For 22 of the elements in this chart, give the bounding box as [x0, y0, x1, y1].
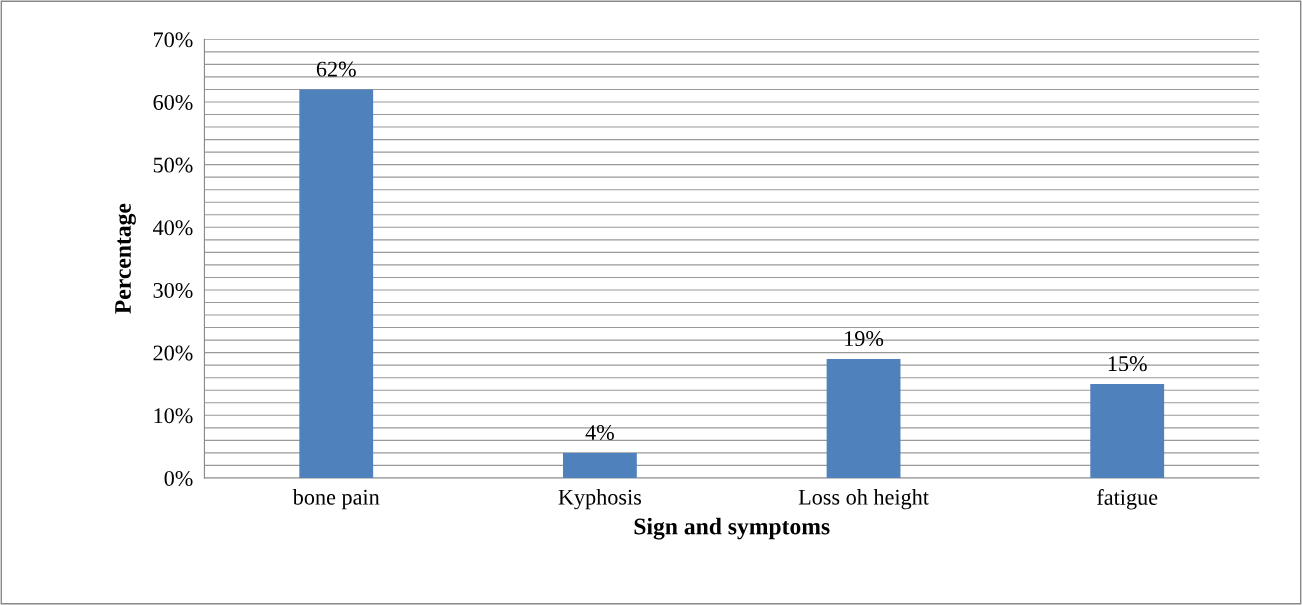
- data-label: 62%: [316, 61, 356, 77]
- data-label: 4%: [585, 425, 614, 441]
- y-tick-label: 70%: [154, 32, 193, 48]
- bar: [826, 358, 901, 478]
- bar: [1090, 383, 1165, 478]
- bar: [299, 89, 374, 478]
- y-tick-label: 10%: [154, 408, 193, 424]
- y-tick-label: 0%: [164, 470, 193, 486]
- x-tick-label: Loss oh height: [798, 489, 929, 510]
- y-tick-label: 20%: [153, 345, 193, 361]
- x-tick-label: bone pain: [292, 489, 380, 510]
- x-tick-label: Kyphosis: [558, 489, 642, 510]
- data-label: 15%: [1108, 356, 1147, 372]
- x-axis-title: Sign and symptoms: [634, 517, 830, 540]
- y-axis-title: Percentage: [115, 203, 136, 314]
- y-tick-label: 30%: [153, 282, 193, 298]
- data-label: 19%: [845, 331, 884, 347]
- y-tick-label: 60%: [153, 94, 193, 110]
- x-tick-label: fatigue: [1097, 489, 1158, 510]
- y-tick-label: 50%: [153, 157, 193, 173]
- y-tick-label: 40%: [153, 220, 193, 236]
- bar: [562, 452, 637, 478]
